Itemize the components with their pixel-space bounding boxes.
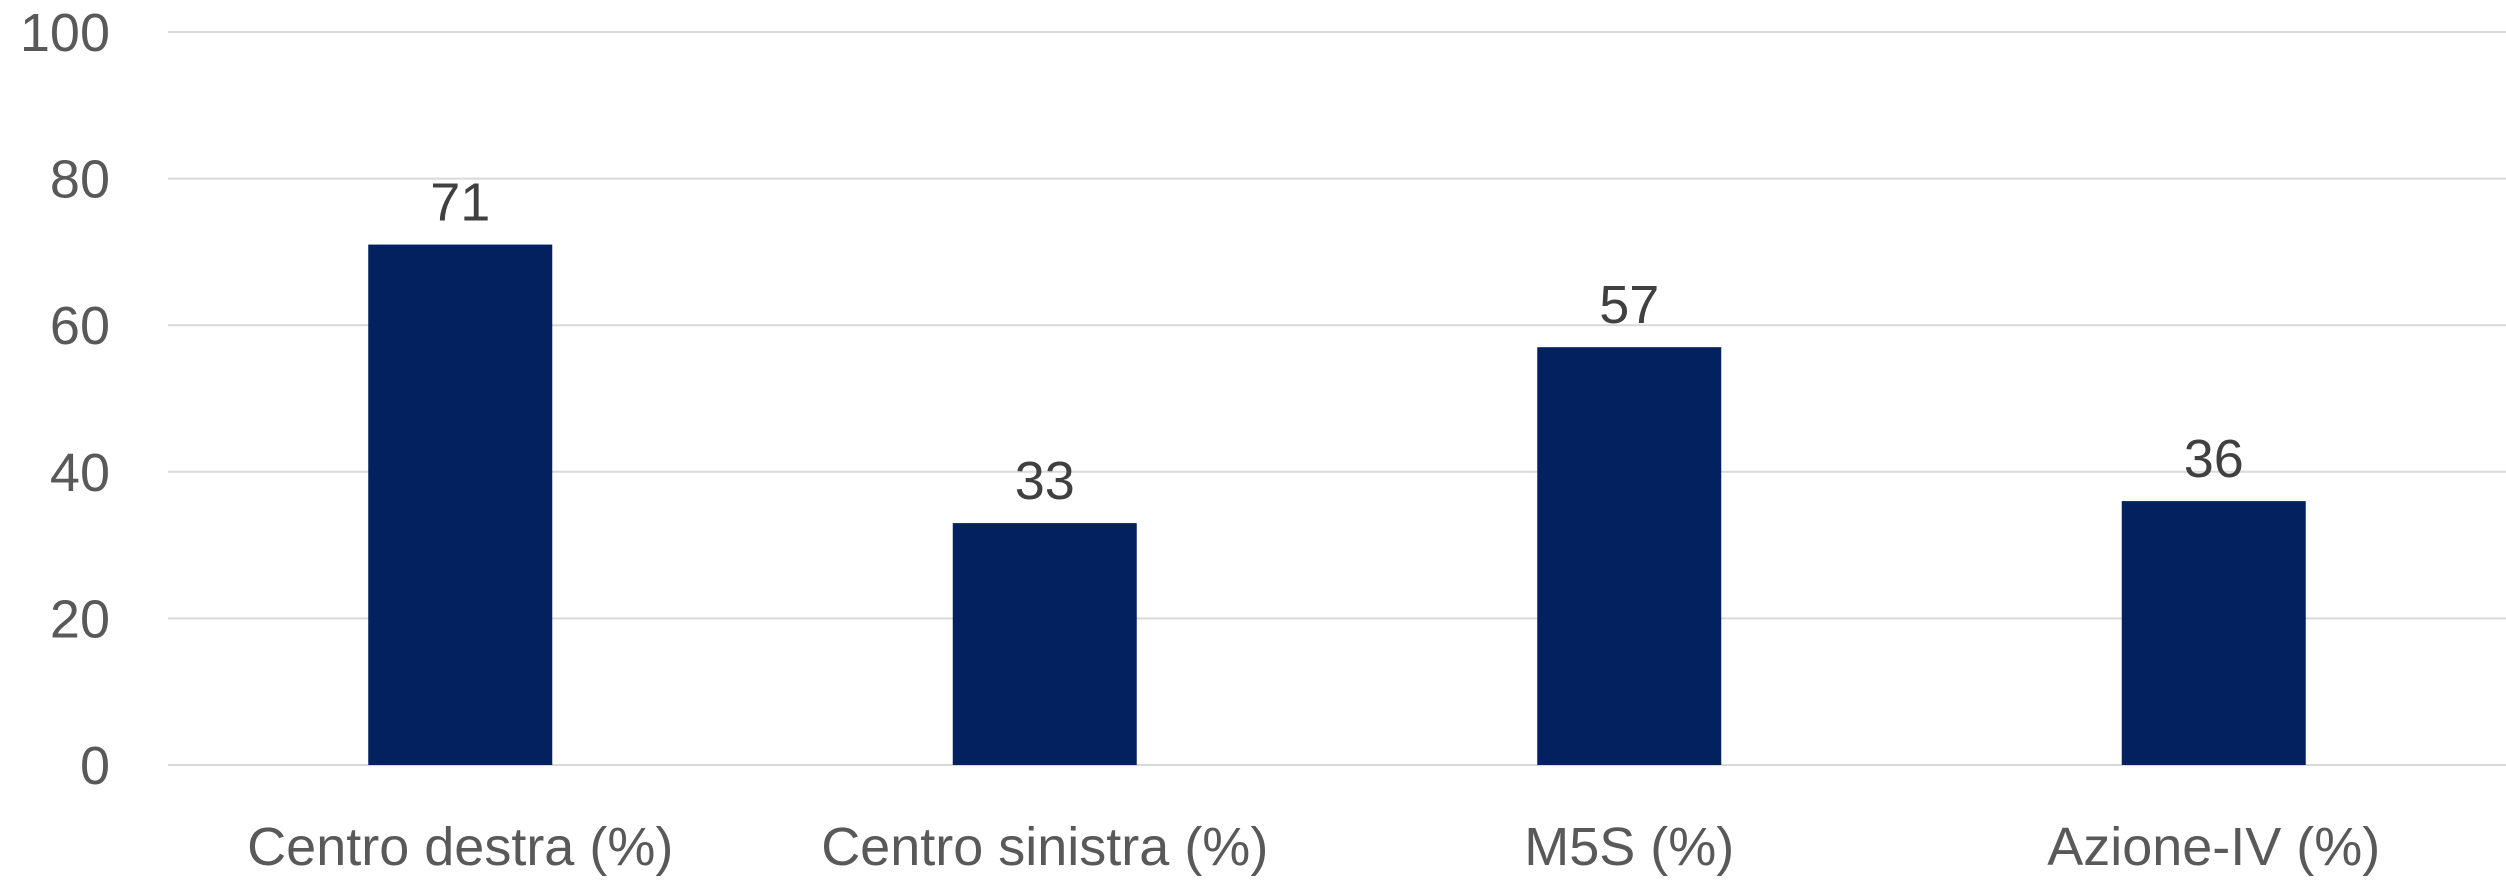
category-label: Azione-IV (%) [2047, 817, 2380, 877]
y-tick-label: 80 [50, 150, 110, 210]
bar [368, 244, 553, 765]
bars [368, 244, 2306, 765]
y-axis-tick-labels: 0 20 40 60 80 100 [20, 3, 110, 796]
bar [1537, 347, 1722, 765]
category-label: Centro destra (%) [247, 817, 673, 877]
x-axis-category-labels: Centro destra (%) Centro sinistra (%) M5S … [247, 817, 2380, 877]
bar [2121, 501, 2306, 765]
y-tick-label: 100 [20, 3, 110, 63]
category-label: Centro sinistra (%) [821, 817, 1268, 877]
y-tick-label: 0 [80, 736, 110, 796]
y-tick-label: 60 [50, 296, 110, 356]
category-label: M5S (%) [1524, 817, 1734, 877]
data-label: 57 [1599, 275, 1659, 335]
y-tick-label: 20 [50, 589, 110, 649]
data-labels: 71 33 57 36 [430, 173, 2244, 512]
data-label: 33 [1015, 451, 1075, 511]
data-label: 36 [2184, 429, 2244, 489]
data-label: 71 [430, 173, 490, 233]
gridlines [168, 31, 2506, 766]
bar [952, 523, 1137, 765]
y-tick-label: 40 [50, 443, 110, 503]
